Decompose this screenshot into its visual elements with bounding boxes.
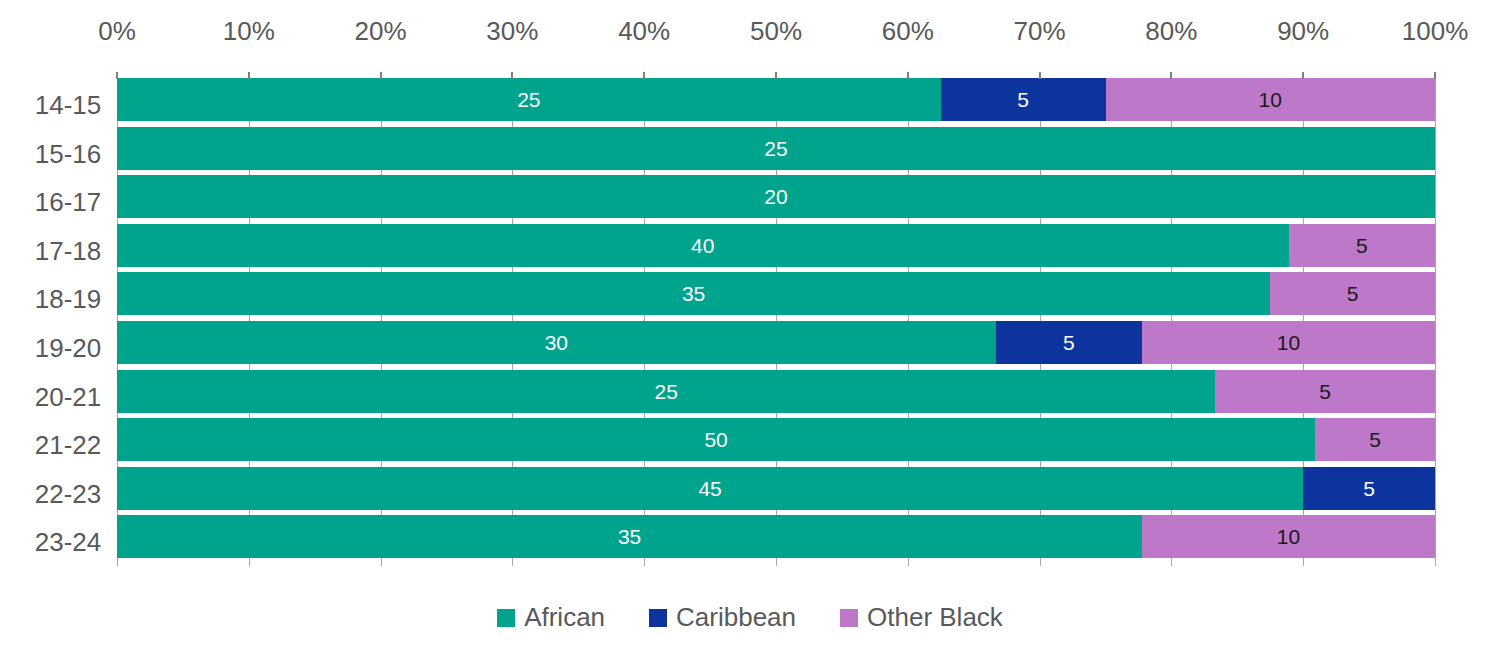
x-axis-tick-label: 10%	[223, 16, 275, 47]
x-axis-tick-label: 100%	[1402, 16, 1469, 47]
legend-item-caribbean: Caribbean	[649, 602, 796, 633]
category-label: 22-23	[28, 473, 108, 516]
axis-tick-mark	[1302, 72, 1304, 79]
x-axis: 0%10%20%30%40%50%60%70%80%90%100%	[117, 16, 1435, 50]
bar-segment: 25	[117, 78, 941, 121]
category-label: 16-17	[28, 181, 108, 224]
bar-segment: 25	[117, 127, 1435, 170]
bar-value-label: 45	[698, 478, 721, 499]
bar-row: 25 5	[117, 370, 1435, 413]
bar-value-label: 25	[654, 381, 677, 402]
gridline	[1435, 72, 1436, 566]
bar-segment: 50	[117, 418, 1315, 461]
legend-item-african: African	[497, 602, 605, 633]
bar-segment: 5	[941, 78, 1106, 121]
bar-value-label: 5	[1347, 283, 1359, 304]
bar-segment: 10	[1142, 321, 1435, 364]
bar-value-label: 25	[764, 138, 787, 159]
category-label: 21-22	[28, 424, 108, 467]
bar-value-label: 50	[704, 429, 727, 450]
bar-value-label: 5	[1363, 478, 1375, 499]
legend-label: Other Black	[867, 602, 1003, 633]
x-axis-tick-label: 20%	[355, 16, 407, 47]
category-label: 23-24	[28, 521, 108, 564]
category-label: 20-21	[28, 376, 108, 419]
bar-segment: 20	[117, 175, 1435, 218]
x-axis-tick-label: 30%	[486, 16, 538, 47]
bar-segment: 10	[1106, 78, 1436, 121]
category-label: 18-19	[28, 278, 108, 321]
bar-row: 30 5 10	[117, 321, 1435, 364]
bar-segment: 30	[117, 321, 996, 364]
bar-value-label: 5	[1356, 235, 1368, 256]
bar-row: 45 5	[117, 467, 1435, 510]
legend: African Caribbean Other Black	[0, 602, 1500, 633]
bar-segment: 5	[1303, 467, 1435, 510]
bar-value-label: 10	[1277, 526, 1300, 547]
stacked-bar-chart: 0%10%20%30%40%50%60%70%80%90%100% 255102…	[0, 0, 1500, 666]
x-axis-tick-label: 40%	[618, 16, 670, 47]
bar-segment: 5	[1315, 418, 1435, 461]
category-label: 15-16	[28, 133, 108, 176]
legend-label: African	[524, 602, 605, 633]
bar-value-label: 35	[618, 526, 641, 547]
bar-segment: 45	[117, 467, 1303, 510]
bar-segment: 5	[1289, 224, 1435, 267]
bar-row: 50 5	[117, 418, 1435, 461]
bars-layer: 25 5 10 25 20 40 5 35 5 30 5 10 25 5 50 5 45 5 35 10	[117, 72, 1435, 566]
bar-value-label: 10	[1277, 332, 1300, 353]
x-axis-tick-label: 70%	[1014, 16, 1066, 47]
bar-row: 35 5	[117, 272, 1435, 315]
bar-value-label: 30	[545, 332, 568, 353]
legend-swatch	[840, 609, 858, 627]
axis-tick-mark	[907, 72, 909, 79]
x-axis-tick-label: 0%	[98, 16, 136, 47]
bar-segment: 5	[1215, 370, 1435, 413]
bar-row: 20	[117, 175, 1435, 218]
bar-segment: 35	[117, 272, 1270, 315]
axis-tick-mark	[248, 72, 250, 79]
bar-row: 25	[117, 127, 1435, 170]
bar-segment: 5	[1270, 272, 1435, 315]
bar-value-label: 10	[1259, 89, 1282, 110]
axis-tick-mark	[643, 72, 645, 79]
bar-segment: 25	[117, 370, 1215, 413]
bar-value-label: 35	[682, 283, 705, 304]
bar-segment: 40	[117, 224, 1289, 267]
legend-label: Caribbean	[676, 602, 796, 633]
x-axis-tick-label: 50%	[750, 16, 802, 47]
bar-value-label: 20	[764, 186, 787, 207]
bar-value-label: 5	[1369, 429, 1381, 450]
category-label: 17-18	[28, 230, 108, 273]
bar-value-label: 5	[1063, 332, 1075, 353]
category-label: 19-20	[28, 327, 108, 370]
x-axis-tick-label: 60%	[882, 16, 934, 47]
axis-tick-mark	[1170, 72, 1172, 79]
legend-swatch	[497, 609, 515, 627]
legend-item-other-black: Other Black	[840, 602, 1003, 633]
bar-segment: 10	[1142, 515, 1435, 558]
axis-tick-mark	[1434, 72, 1436, 79]
axis-tick-mark	[1039, 72, 1041, 79]
plot-area: 25 5 10 25 20 40 5 35 5 30 5 10 25 5 50 5 45 5 35 10	[117, 72, 1435, 566]
legend-swatch	[649, 609, 667, 627]
axis-tick-mark	[116, 72, 118, 79]
category-labels: 14-15 15-16 16-17 17-18 18-19 19-20 20-21 21-22…	[0, 78, 110, 572]
category-label: 14-15	[28, 84, 108, 127]
x-axis-tick-label: 90%	[1277, 16, 1329, 47]
bar-value-label: 25	[517, 89, 540, 110]
bar-segment: 5	[996, 321, 1142, 364]
bar-segment: 35	[117, 515, 1142, 558]
bar-row: 25 5 10	[117, 78, 1435, 121]
bar-value-label: 5	[1017, 89, 1029, 110]
axis-tick-mark	[511, 72, 513, 79]
x-axis-tick-label: 80%	[1145, 16, 1197, 47]
bar-row: 35 10	[117, 515, 1435, 558]
axis-tick-mark	[775, 72, 777, 79]
bar-row: 40 5	[117, 224, 1435, 267]
axis-tick-mark	[380, 72, 382, 79]
bar-value-label: 40	[691, 235, 714, 256]
bar-value-label: 5	[1319, 381, 1331, 402]
